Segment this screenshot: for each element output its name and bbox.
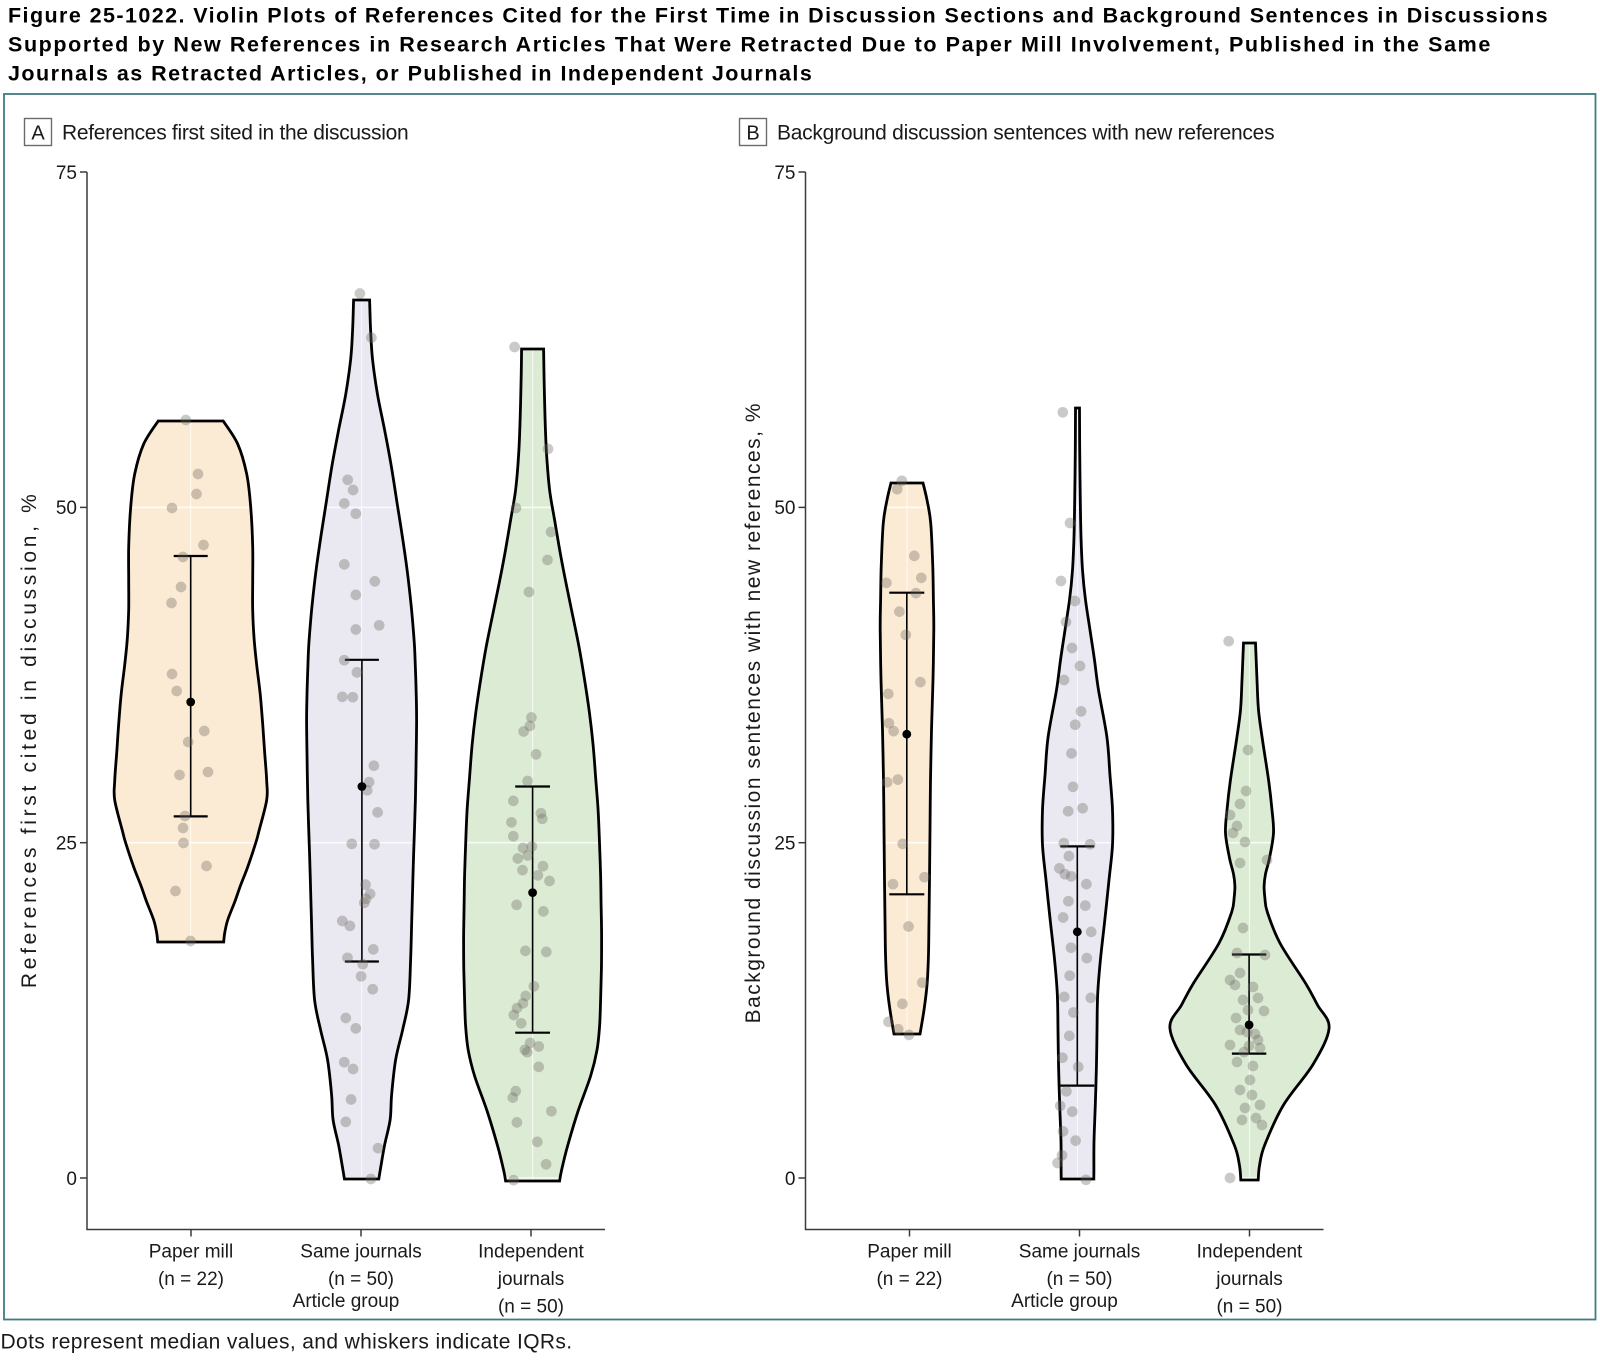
svg-text:Paper mill: Paper mill [149, 1242, 233, 1263]
svg-text:0: 0 [66, 1169, 77, 1190]
svg-text:(n = 50): (n = 50) [328, 1269, 394, 1290]
svg-text:journals: journals [497, 1269, 565, 1290]
svg-text:25: 25 [774, 834, 795, 855]
svg-text:Article group: Article group [293, 1291, 400, 1312]
svg-text:References first cited in disc: References first cited in discussion, % [18, 491, 41, 989]
svg-text:B: B [746, 123, 759, 145]
svg-text:(n = 22): (n = 22) [158, 1269, 224, 1290]
svg-text:Paper mill: Paper mill [867, 1242, 951, 1263]
svg-text:(n = 50): (n = 50) [498, 1297, 564, 1318]
svg-text:Journals as Retracted Articles: Journals as Retracted Articles, or Publi… [8, 62, 813, 86]
svg-text:(n = 22): (n = 22) [876, 1269, 942, 1290]
svg-text:Background discussion sentence: Background discussion sentences with new… [742, 402, 765, 1023]
svg-text:Independent: Independent [478, 1242, 584, 1263]
svg-text:0: 0 [785, 1169, 796, 1190]
svg-text:75: 75 [56, 163, 77, 184]
svg-text:Supported by New References in: Supported by New References in Research … [8, 33, 1492, 57]
svg-text:Dots represent median values,: Dots represent median values, and whiske… [1, 1331, 573, 1354]
svg-text:Same journals: Same journals [300, 1242, 421, 1263]
svg-text:50: 50 [56, 498, 77, 519]
svg-text:(n = 50): (n = 50) [1216, 1297, 1282, 1318]
svg-text:Same journals: Same journals [1019, 1242, 1140, 1263]
svg-text:journals: journals [1215, 1269, 1283, 1290]
svg-text:75: 75 [774, 163, 795, 184]
svg-text:(n = 50): (n = 50) [1046, 1269, 1112, 1290]
svg-text:References first sited in the: References first sited in the discussion [62, 122, 408, 145]
svg-text:A: A [31, 123, 45, 145]
svg-text:50: 50 [774, 498, 795, 519]
svg-text:Independent: Independent [1197, 1242, 1303, 1263]
svg-text:Background discussion sentence: Background discussion sentences with new… [777, 122, 1274, 145]
svg-text:Article group: Article group [1011, 1291, 1118, 1312]
svg-text:Figure 25-1022. Violin Plots o: Figure 25-1022. Violin Plots of Referenc… [8, 4, 1549, 28]
svg-text:25: 25 [56, 834, 77, 855]
